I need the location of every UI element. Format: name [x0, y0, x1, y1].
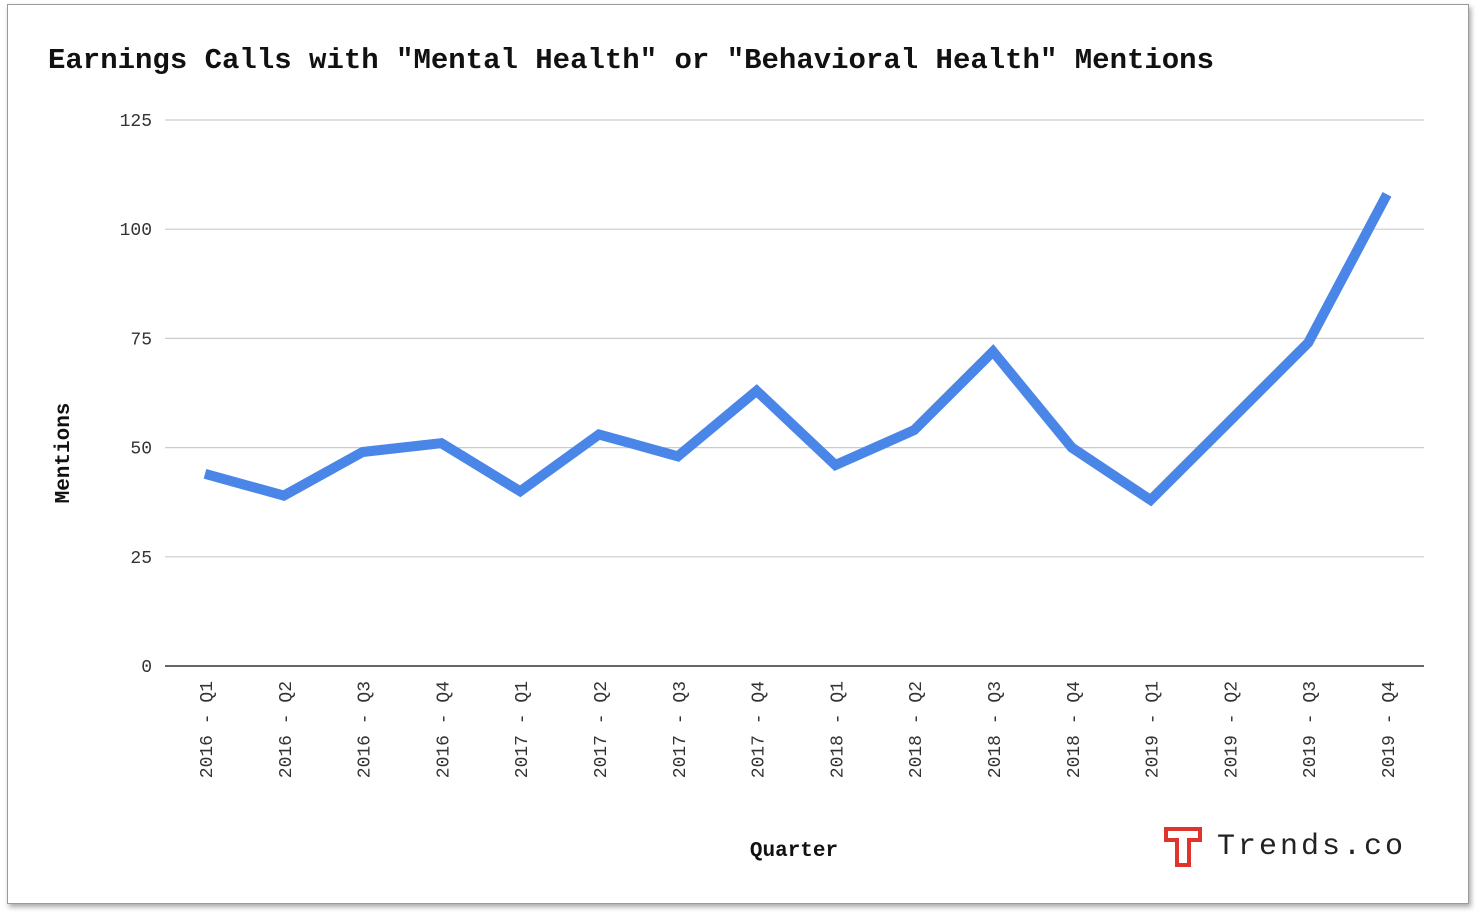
brand: Trends.co	[1163, 826, 1406, 868]
gridlines	[165, 119, 1424, 558]
data-point	[436, 438, 446, 448]
data-point	[830, 460, 840, 470]
data-point	[515, 486, 525, 496]
data-point	[752, 386, 762, 396]
y-tick-label: 0	[141, 658, 152, 678]
x-tick-label: 2016 - Q4	[434, 681, 454, 778]
data-point	[988, 347, 998, 357]
x-axis-ticks: 2016 - Q1 2016 - Q2 2016 - Q3 2016 - Q4 2017…	[198, 681, 1400, 778]
x-tick-label: 2018 - Q4	[1065, 681, 1085, 778]
data-point	[594, 429, 604, 439]
x-tick-label: 2017 - Q3	[671, 681, 691, 778]
x-tick-label: 2017 - Q2	[592, 681, 612, 778]
x-tick-label: 2018 - Q1	[828, 681, 848, 778]
y-tick-label: 100	[120, 221, 152, 241]
x-tick-label: 2018 - Q2	[907, 681, 927, 778]
x-tick-label: 2017 - Q1	[513, 681, 533, 778]
data-point	[200, 469, 210, 479]
data-point	[358, 447, 368, 457]
data-point	[279, 491, 289, 501]
x-tick-label: 2016 - Q2	[277, 681, 297, 778]
x-tick-label: 2017 - Q4	[750, 681, 770, 778]
x-tick-label: 2019 - Q2	[1222, 681, 1242, 778]
y-axis-ticks: 0 25 50 75 100 125	[120, 112, 152, 678]
series-layer	[200, 189, 1392, 507]
data-point	[1382, 189, 1392, 199]
data-point	[1224, 416, 1234, 426]
chart-title: Earnings Calls with "Mental Health" or "…	[48, 44, 1214, 77]
y-tick-label: 50	[130, 440, 152, 460]
brand-name: Trends.co	[1217, 830, 1407, 864]
y-tick-label: 25	[130, 549, 152, 569]
x-tick-label: 2018 - Q3	[986, 681, 1006, 778]
y-axis-title: Mentions	[53, 403, 76, 504]
data-point	[1067, 443, 1077, 453]
x-tick-label: 2019 - Q4	[1380, 681, 1400, 778]
data-point	[673, 451, 683, 461]
series-line	[203, 191, 1392, 507]
x-tick-label: 2019 - Q3	[1301, 681, 1321, 778]
x-tick-label: 2019 - Q1	[1144, 681, 1164, 778]
y-tick-label: 125	[120, 112, 152, 132]
data-point	[909, 425, 919, 435]
data-point	[1303, 338, 1313, 348]
y-tick-label: 75	[130, 330, 152, 350]
data-point	[1146, 495, 1156, 505]
x-tick-label: 2016 - Q1	[198, 681, 218, 778]
x-tick-label: 2016 - Q3	[356, 681, 376, 778]
x-axis-title: Quarter	[750, 840, 838, 863]
chart-frame	[7, 4, 1469, 904]
trends-logo-icon	[1164, 827, 1202, 867]
